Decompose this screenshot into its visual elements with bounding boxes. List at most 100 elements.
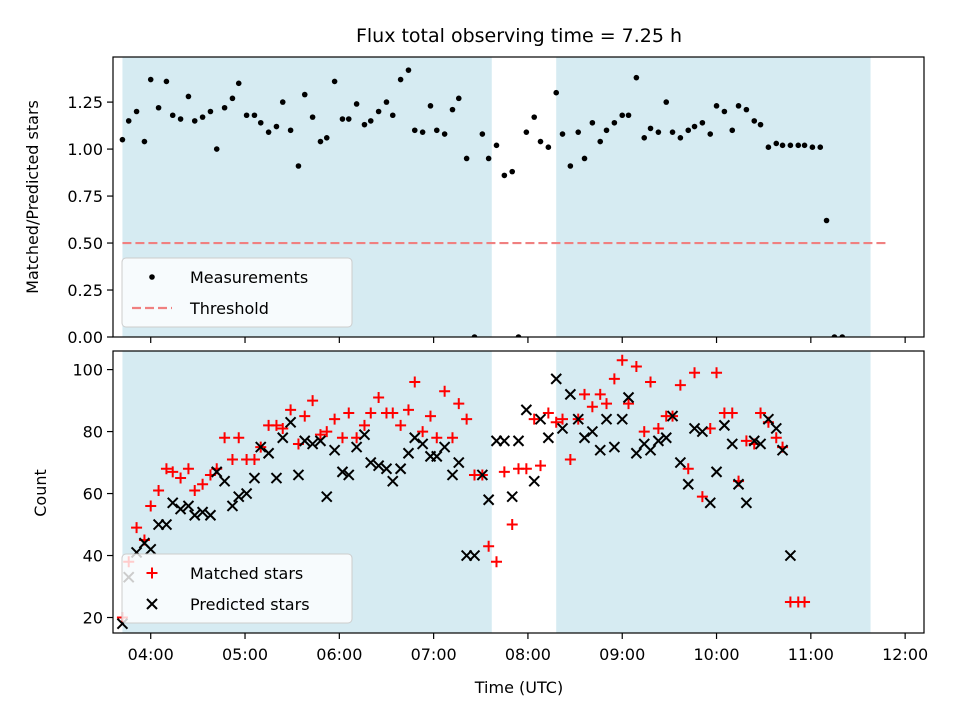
measurement-point: [817, 144, 824, 151]
predicted-star-point: [542, 432, 555, 444]
bottom-axes-frame: [112, 350, 925, 634]
bottom-y-tick-label: 60: [83, 485, 103, 504]
predicted-star-point: [409, 432, 421, 444]
matched-star-point: [601, 398, 613, 410]
predicted-star-point: [196, 506, 209, 518]
matched-star-point: [579, 388, 591, 400]
bottom-y-tick-label: 20: [83, 609, 103, 628]
matched-star-point: [770, 432, 782, 444]
predicted-star-point: [666, 410, 679, 422]
measurement-point: [449, 106, 456, 113]
matched-star-point: [233, 432, 245, 444]
measurement-point: [647, 125, 654, 132]
matched-star-point: [373, 391, 385, 403]
predicted-star-point: [240, 487, 253, 500]
predicted-star-point: [770, 422, 782, 435]
matched-star-point: [153, 484, 165, 496]
measurement-point: [419, 129, 426, 135]
measurement-point: [735, 103, 742, 109]
top-y-axis-label: Matched/Predicted stars: [23, 100, 42, 294]
predicted-star-point: [446, 469, 459, 481]
predicted-star-point: [776, 444, 789, 456]
measurement-point: [757, 121, 764, 128]
measurement-point: [493, 142, 500, 149]
predicted-star-point: [616, 413, 628, 425]
bottom-y-tick-label: 40: [83, 547, 103, 566]
measurement-point: [339, 116, 346, 122]
measurement-point: [611, 119, 618, 126]
predicted-star-point: [732, 478, 745, 490]
predicted-star-point: [167, 497, 179, 509]
x-tick-label: 12:00: [882, 645, 928, 664]
x-tick-label: 04:00: [128, 645, 174, 664]
predicted-star-point: [306, 438, 319, 450]
bottom-legend: Matched stars Predicted stars: [121, 553, 353, 624]
measurement-point: [229, 95, 236, 102]
measurement-point: [309, 114, 316, 120]
measurement-point: [265, 129, 272, 135]
measurement-point: [191, 118, 198, 124]
bottom-shaded-region-2: [556, 351, 871, 633]
measurement-point: [581, 155, 588, 162]
measurement-point: [787, 142, 794, 149]
predicted-star-point: [321, 490, 333, 503]
predicted-star-point: [482, 494, 495, 506]
measurement-point: [471, 334, 478, 337]
measurement-point: [411, 127, 418, 134]
measurement-point: [515, 334, 522, 337]
predicted-star-point: [572, 413, 584, 425]
measurement-point: [243, 112, 250, 119]
measurement-point: [323, 135, 330, 141]
matched-star-point: [395, 419, 407, 431]
measurement-point: [823, 217, 830, 224]
legend-label: Matched stars: [190, 564, 303, 583]
predicted-star-point: [534, 413, 547, 425]
measurement-point: [221, 104, 228, 111]
measurement-point: [207, 108, 214, 115]
predicted-star-point: [358, 428, 371, 441]
measurement-point: [765, 144, 772, 151]
measurement-point: [531, 114, 538, 120]
matched-star-point: [542, 407, 554, 419]
predicted-star-point: [550, 373, 562, 385]
measurement-point: [345, 116, 352, 122]
predicted-star-point: [660, 432, 672, 444]
measurement-point: [633, 74, 640, 81]
predicted-star-point: [748, 435, 760, 447]
x-tick-label: 09:00: [599, 645, 645, 664]
measurement-point: [545, 144, 552, 151]
matched-star-point: [417, 426, 429, 438]
predicted-star-point: [372, 459, 385, 472]
measurement-point: [625, 112, 632, 119]
predicted-star-point: [343, 469, 355, 481]
matched-star-point: [219, 432, 231, 444]
matched-star-point: [586, 401, 598, 413]
measurement-point: [831, 334, 838, 337]
measurement-point: [685, 127, 692, 134]
predicted-star-point: [710, 466, 723, 478]
top-y-tick-label: 1.00: [67, 140, 103, 159]
measurement-point: [353, 101, 360, 107]
matched-star-point: [197, 478, 209, 490]
measurement-point: [185, 93, 192, 100]
predicted-star-point: [600, 413, 613, 425]
top-y-tick-label: 0.00: [67, 328, 103, 347]
matched-star-point: [446, 432, 458, 444]
matched-star-point: [689, 367, 701, 379]
matched-star-point: [740, 435, 752, 447]
matched-star-point: [520, 463, 532, 475]
matched-star-point: [498, 466, 510, 478]
measurement-point: [199, 114, 206, 120]
legend-dot-marker: [149, 274, 155, 280]
top-y-tick-label: 0.75: [67, 187, 103, 206]
matched-star-point: [431, 432, 443, 444]
measurement-point: [795, 142, 802, 149]
predicted-star-point: [528, 475, 540, 487]
measurement-point: [553, 89, 560, 96]
matched-star-point: [343, 407, 355, 419]
matched-star-point: [365, 407, 377, 419]
measurement-point: [389, 112, 396, 119]
matched-star-point: [623, 398, 635, 410]
predicted-star-point: [299, 435, 311, 447]
measurement-point: [575, 129, 582, 135]
